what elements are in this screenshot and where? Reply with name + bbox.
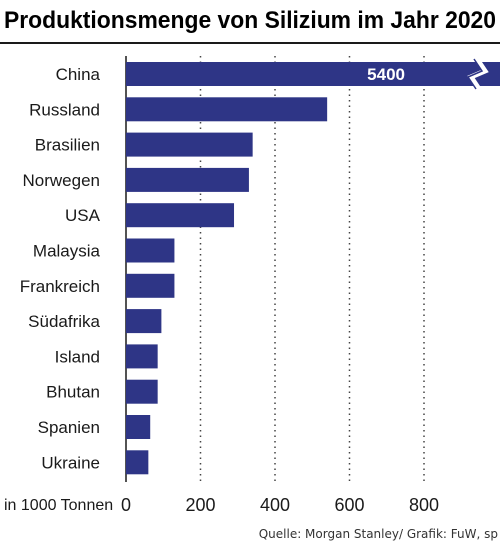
category-label-malaysia: Malaysia — [33, 242, 101, 261]
category-label-ukraine: Ukraine — [41, 453, 100, 472]
axis-break-outline — [466, 58, 484, 90]
bar-china — [126, 62, 500, 86]
source-note: Quelle: Morgan Stanley/ Grafik: FuW, sp — [259, 527, 498, 541]
bar-russland — [126, 97, 328, 122]
bar-ukraine — [126, 450, 149, 475]
bars: 5400 — [126, 57, 500, 475]
chart-title: Produktionsmenge von Silizium im Jahr 20… — [4, 7, 496, 34]
category-label-norwegen: Norwegen — [23, 171, 101, 190]
bar-sudafrika — [126, 309, 162, 334]
data-label-china: 5400 — [367, 65, 405, 84]
x-tick-0: 0 — [121, 495, 131, 515]
bar-norwegen — [126, 167, 249, 192]
bar-brasilien — [126, 132, 253, 157]
category-label-spanien: Spanien — [38, 418, 100, 437]
category-label-russland: Russland — [29, 100, 100, 119]
x-axis-unit-label: in 1000 Tonnen — [4, 497, 113, 514]
x-tick-600: 600 — [334, 495, 364, 515]
axis-break-mark — [467, 57, 489, 91]
bar-malaysia — [126, 238, 175, 263]
category-label-bhutan: Bhutan — [46, 383, 100, 402]
x-tick-labels: 0 200 400 600 800 — [121, 495, 439, 515]
category-label-china: China — [56, 65, 101, 84]
category-label-frankreich: Frankreich — [20, 277, 100, 296]
bar-usa — [126, 203, 235, 228]
bar-bhutan — [126, 379, 158, 404]
x-tick-800: 800 — [409, 495, 439, 515]
title-rule — [0, 42, 500, 44]
bar-spanien — [126, 415, 151, 439]
bar-frankreich — [126, 273, 175, 298]
bar-island — [126, 344, 158, 369]
x-tick-200: 200 — [185, 495, 215, 515]
category-label-brasilien: Brasilien — [35, 136, 100, 155]
category-label-sudafrika: Südafrika — [28, 312, 100, 331]
x-tick-400: 400 — [260, 495, 290, 515]
category-labels: China Russland Brasilien Norwegen USA Malaysi… — [20, 65, 101, 472]
category-label-usa: USA — [65, 206, 101, 225]
category-label-island: Island — [55, 347, 100, 366]
